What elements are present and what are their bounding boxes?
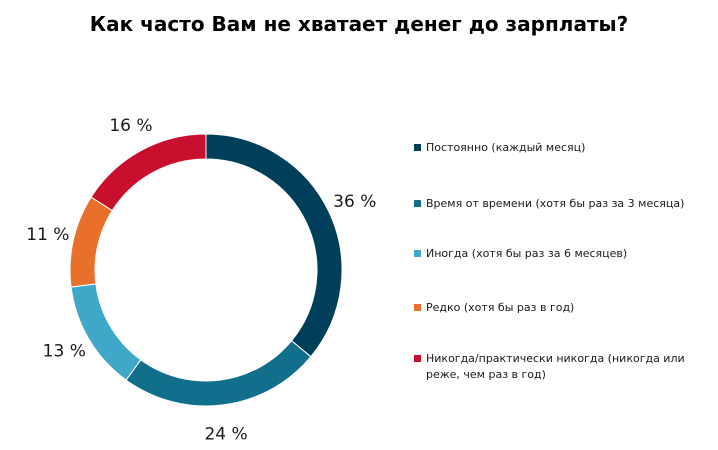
legend-label: Редко (хотя бы раз в год) (426, 301, 575, 314)
donut-slice-1 (205, 133, 343, 358)
legend-swatch (414, 200, 421, 207)
donut-slice-4 (69, 196, 113, 288)
data-label-3: 13 % (43, 341, 86, 361)
data-label-5: 16 % (109, 116, 152, 136)
legend-item-never: Никогда/практически никогда (никогда или… (414, 351, 714, 383)
donut-slice-5 (90, 133, 207, 212)
legend-label: Время от времени (хотя бы раз за 3 месяц… (426, 197, 685, 210)
legend-item-rarely: Редко (хотя бы раз в год) (414, 300, 714, 316)
donut-slice-2 (125, 340, 312, 407)
legend-label: Иногда (хотя бы раз за 6 месяцев) (426, 247, 628, 260)
legend-swatch (414, 250, 421, 257)
legend-item-constantly: Постоянно (каждый месяц) (414, 140, 714, 156)
data-label-4: 11 % (26, 225, 69, 245)
chart-title: Как часто Вам не хватает денег до зарпла… (89, 12, 629, 36)
legend-swatch (414, 144, 421, 151)
legend-swatch (414, 355, 421, 362)
legend-item-occasionally: Иногда (хотя бы раз за 6 месяцев) (414, 246, 714, 262)
legend-item-sometimes: Время от времени (хотя бы раз за 3 месяц… (414, 196, 714, 212)
donut-slice-3 (70, 283, 142, 381)
legend-label: Никогда/практически никогда (никогда или… (426, 352, 685, 381)
legend-swatch (414, 304, 421, 311)
legend-label: Постоянно (каждый месяц) (426, 141, 586, 154)
data-label-1: 36 % (333, 192, 376, 212)
data-label-2: 24 % (204, 425, 247, 445)
